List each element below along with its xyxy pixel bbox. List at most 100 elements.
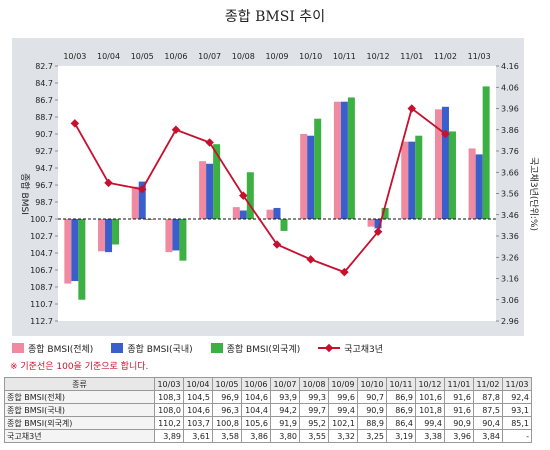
left-tick-label: 104.7 (30, 249, 53, 258)
baseline-note: ※ 기준선은 100을 기준으로 합니다. (10, 362, 149, 372)
table-cell: 90,9 (357, 403, 387, 417)
table-header-row: 종류 10/03 10/04 10/05 10/06 10/07 10/08 10/09 10… (4, 377, 532, 391)
x-tick-label: 10/11 (333, 52, 356, 61)
bar-total (468, 148, 476, 219)
table-cell: 104,6 (241, 390, 271, 404)
bar-domestic (239, 210, 247, 219)
table-cell: 3,25 (357, 429, 387, 443)
legend-swatch-domestic (111, 343, 124, 353)
line-bond-3y (74, 106, 447, 274)
table-cell: 90,7 (357, 390, 387, 404)
data-table: 종류 10/03 10/04 10/05 10/06 10/07 10/08 10/09 10… (4, 377, 532, 443)
table-cell: 108,3 (154, 390, 184, 404)
table-cell: 108,0 (154, 403, 184, 417)
bar-domestic (71, 219, 79, 282)
table-cell: 85,1 (502, 416, 532, 430)
table-column-header: 10/08 (299, 377, 329, 391)
table-cell: 90,4 (473, 416, 503, 430)
legend-item-foreign: 종합 BMSI(외국계) (210, 342, 300, 355)
table-cell: 3,55 (299, 429, 329, 443)
table-cell: 91,6 (444, 390, 474, 404)
x-tick-label: 11/03 (468, 52, 491, 61)
line-point (340, 267, 349, 277)
bar-total (131, 186, 139, 219)
bar-foreign (381, 207, 389, 219)
left-tick-label: 94.7 (35, 164, 53, 173)
table-column-header: 10/07 (270, 377, 300, 391)
bar-foreign (213, 144, 221, 219)
table-column-header: 10/06 (241, 377, 271, 391)
table-cell: 110,2 (154, 416, 184, 430)
table-cell: 102,1 (328, 416, 358, 430)
x-tick-label: 10/08 (232, 52, 255, 61)
left-tick-label: 100.7 (30, 215, 53, 224)
bar-total (300, 134, 308, 219)
left-tick-label: 98.7 (35, 198, 53, 207)
table-row-label: 국고채3년 (4, 429, 155, 443)
bar-total (199, 161, 207, 219)
table-cell: 88,9 (357, 416, 387, 430)
line-point (205, 138, 214, 147)
table-cell: 99,4 (328, 403, 358, 417)
table-cell: 95,2 (299, 416, 329, 430)
x-tick-label: 11/01 (400, 52, 423, 61)
bar-total (266, 209, 274, 219)
table-cell: 86,4 (386, 416, 416, 430)
line-point (407, 104, 417, 113)
table-column-header: 10/10 (357, 377, 387, 391)
x-tick-label: 10/12 (367, 52, 390, 61)
bar-domestic (408, 141, 416, 219)
left-tick-label: 86.7 (35, 96, 53, 105)
bar-foreign (347, 97, 355, 219)
bar-foreign (415, 135, 423, 219)
table-cell: 87,5 (473, 403, 503, 417)
bar-total (333, 101, 341, 219)
table-column-header: 10/09 (328, 377, 358, 391)
left-tick-label: 96.7 (35, 181, 53, 190)
x-tick-label: 10/04 (97, 52, 120, 61)
right-tick-label: 3.86 (501, 126, 519, 135)
table-column-header: 10/04 (183, 377, 213, 391)
left-tick-label: 108.7 (30, 283, 53, 292)
legend-item-bond: 국고채3년 (318, 342, 383, 355)
table-cell: 93,1 (502, 403, 532, 417)
plot-area (58, 66, 496, 321)
left-tick-label: 82.7 (35, 62, 53, 71)
table-header-label: 종류 (4, 377, 155, 391)
left-tick-label: 110.7 (30, 300, 53, 309)
line-point (171, 125, 181, 134)
x-tick-label: 10/10 (299, 52, 322, 61)
bar-foreign (482, 86, 490, 220)
table-cell: 3,61 (183, 429, 213, 443)
table-column-header: 11/03 (502, 377, 532, 391)
right-tick-label: 3.96 (501, 105, 519, 114)
bar-domestic (206, 163, 214, 219)
table-cell: 100,8 (212, 416, 242, 430)
left-tick-label: 88.7 (35, 113, 53, 122)
table-cell: 101,6 (415, 390, 445, 404)
bar-total (98, 219, 106, 252)
table-cell: 3,86 (241, 429, 271, 443)
table-cell: 90,9 (444, 416, 474, 430)
bar-domestic (307, 135, 315, 219)
bar-foreign (314, 118, 322, 219)
table-column-header: 10/11 (386, 377, 416, 391)
bar-foreign (179, 219, 187, 261)
table-cell: 94,2 (270, 403, 300, 417)
left-tick-label: 112.7 (30, 317, 53, 326)
table-row-label: 종합 BMSI(외국계) (4, 416, 155, 430)
line-point (306, 255, 315, 264)
table-cell: 93,9 (270, 390, 300, 404)
bar-total (64, 219, 72, 284)
right-tick-label: 3.76 (501, 147, 519, 156)
x-tick-label: 10/03 (63, 52, 86, 61)
table-cell: 3,80 (270, 429, 300, 443)
table-cell: 99,7 (299, 403, 329, 417)
bar-domestic (340, 101, 348, 219)
table-cell: 3,84 (473, 429, 503, 443)
table-cell: 103,7 (183, 416, 213, 430)
table-cell: 91,6 (444, 403, 474, 417)
legend-item-domestic: 종합 BMSI(국내) (111, 342, 193, 355)
line-point (441, 129, 450, 139)
table-cell: 101,8 (415, 403, 445, 417)
